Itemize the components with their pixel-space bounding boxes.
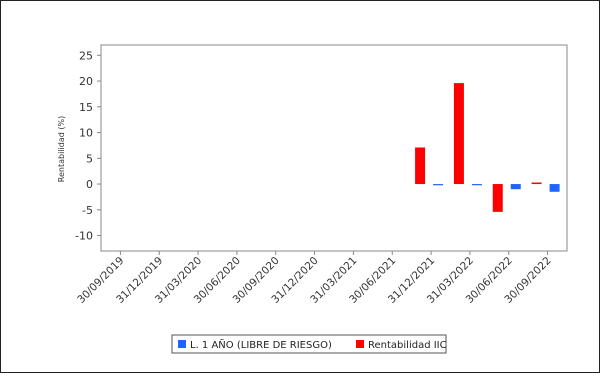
bar-rentabilidad-iic [453,83,464,185]
legend-label: Rentabilidad IIC [368,340,447,351]
y-axis-label: Rentabilidad (%) [57,116,66,182]
legend-box [171,334,447,354]
plot-area [100,44,568,252]
bar-libre-riesgo [510,184,521,190]
legend-swatch [356,340,364,348]
bar-rentabilidad-iic [492,184,503,212]
bar-libre-riesgo [433,184,444,186]
y-tick-label: 10 [79,127,93,140]
bar-rentabilidad-iic [531,182,542,185]
y-tick-label: 0 [86,178,93,191]
y-tick-label: 5 [86,152,93,165]
y-tick-label: 20 [79,75,93,88]
y-tick-label: 25 [79,49,93,62]
legend: L. 1 AÑO (LIBRE DE RIESGO) Rentabilidad I… [171,334,447,354]
y-tick-label: 15 [79,101,93,114]
bars-group [415,83,560,212]
bar-libre-riesgo [471,184,482,186]
legend-swatch [178,340,186,348]
bar-libre-riesgo [549,184,560,192]
bar-rentabilidad-iic [415,147,426,185]
y-axis-ticks: 25 20 15 10 5 0 -5 -10 [75,49,101,243]
y-tick-label: -10 [75,230,93,243]
y-tick-label: -5 [82,204,93,217]
x-axis-ticks: 30/09/201931/12/201931/03/202030/06/2020… [75,251,554,306]
legend-label: L. 1 AÑO (LIBRE DE RIESGO) [190,338,332,351]
